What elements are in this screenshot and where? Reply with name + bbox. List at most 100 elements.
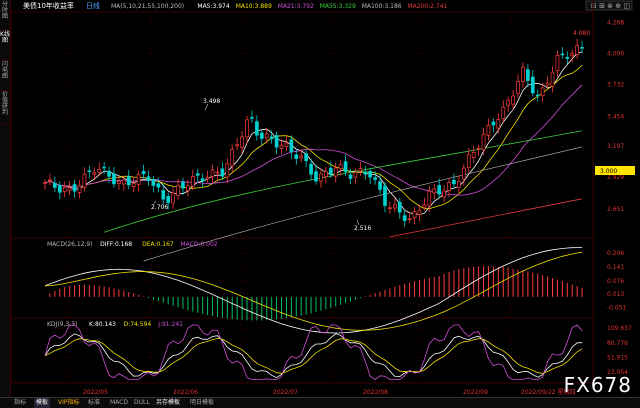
left-sidebar: 分时图 K线图 闪电图 价值研判 bbox=[0, 0, 11, 407]
candle-body bbox=[304, 153, 308, 162]
candle-body bbox=[358, 168, 363, 172]
panel-border-0 bbox=[10, 11, 594, 239]
kdj-legend-item-0: KDJ(9,3,3) bbox=[47, 321, 77, 328]
bottom-toolbar: 指标 模板 VIP指标 标准 MACD DULL 另存模板 明日模板 bbox=[0, 397, 640, 408]
price-tick-2: 3.732 bbox=[607, 81, 624, 88]
price-tick-3: 3.454 bbox=[607, 113, 624, 120]
candle-body bbox=[126, 176, 131, 186]
period-label[interactable]: 日线 bbox=[86, 1, 100, 10]
candle-body bbox=[417, 209, 422, 216]
chart-area[interactable]: 美债10年收益率 日线 MA(5,10,21,55,100,200) MA5:3.… bbox=[10, 0, 640, 397]
kdj-legend-item-1: K:80.143 bbox=[89, 321, 116, 328]
kdj-legend-item-2: D:74.594 bbox=[124, 321, 152, 328]
ma-legend-item-0: MA(5,10,21,55,100,200) bbox=[111, 3, 184, 10]
candle-body bbox=[274, 135, 279, 148]
candle-body bbox=[526, 69, 530, 81]
candle-body bbox=[378, 181, 382, 190]
bottom-tab-indicator[interactable]: 指标 bbox=[14, 399, 27, 406]
candle-body bbox=[235, 144, 240, 147]
kdj-axis: 109.637 80.776 51.915 23.054 bbox=[607, 325, 632, 376]
candle-body bbox=[422, 204, 427, 208]
ma-legend: MA(5,10,21,55,100,200) MA5:3.974 MA10:3.88… bbox=[111, 3, 448, 10]
last-date-label: 2022/09/22 星期四 bbox=[521, 388, 576, 396]
bottom-tab-template[interactable]: 模板 bbox=[34, 398, 51, 408]
candle-body bbox=[279, 144, 284, 149]
kdj-tick-0: 109.637 bbox=[607, 325, 632, 332]
ma-legend-item-2: MA10:3.889 bbox=[236, 3, 272, 10]
candle-body bbox=[511, 95, 515, 105]
candle-body bbox=[215, 171, 220, 174]
fx678-watermark: FX678 bbox=[564, 373, 632, 397]
candle-body bbox=[314, 171, 318, 182]
macd-tick-3: 0.013 bbox=[607, 291, 624, 298]
candle-body bbox=[363, 171, 368, 175]
ma-line-0 bbox=[44, 51, 583, 216]
candle-body bbox=[555, 54, 560, 71]
candle-body bbox=[550, 71, 555, 87]
candle-body bbox=[77, 185, 82, 193]
macd-line-0 bbox=[44, 247, 583, 334]
ma-legend-item-6: MA200:2.741 bbox=[407, 3, 447, 10]
chart-svg[interactable]: 美债10年收益率 日线 MA(5,10,21,55,100,200) MA5:3.… bbox=[10, 0, 640, 397]
candle-body bbox=[230, 148, 235, 167]
ma-legend-item-1: MA5:3.974 bbox=[197, 3, 229, 10]
ma-legend-item-4: MA55:3.329 bbox=[320, 3, 356, 10]
candle-body bbox=[181, 181, 185, 189]
bottom-tab-macd[interactable]: MACD bbox=[110, 399, 128, 406]
macd-tick-0: 0.206 bbox=[607, 250, 624, 257]
candle-body bbox=[87, 170, 92, 173]
candle-body bbox=[294, 154, 299, 160]
macd-tick-4: -0.051 bbox=[607, 305, 627, 312]
candle-body bbox=[62, 187, 67, 192]
candle-body bbox=[496, 119, 501, 129]
kdj-legend: KDJ(9,3,3) K:80.143 D:74.594 J:91.241 bbox=[47, 321, 183, 328]
candle-body bbox=[319, 173, 323, 182]
candle-body bbox=[220, 168, 225, 177]
low-annotation-2: 2.516 bbox=[354, 225, 371, 232]
candle-body bbox=[521, 66, 525, 82]
top-right-icons: ⊟ ⊞ ⊗ ⊕ ◫ bbox=[585, 0, 633, 11]
candle-body bbox=[348, 174, 353, 179]
candle-body bbox=[195, 173, 200, 176]
sidebar-tab-value[interactable]: 价值研判 bbox=[0, 90, 10, 125]
candle-body bbox=[565, 57, 570, 59]
sidebar-tab-time-chart[interactable]: 分时图 bbox=[0, 0, 10, 31]
macd-axis: 0.206 0.141 0.076 0.013 -0.051 bbox=[607, 250, 627, 312]
candle-body bbox=[186, 185, 190, 191]
kdj-tick-2: 51.915 bbox=[607, 354, 628, 361]
candle-body bbox=[97, 169, 102, 173]
candle-body bbox=[540, 87, 545, 97]
bottom-tab-standard[interactable]: 标准 bbox=[88, 399, 101, 406]
candle-body bbox=[43, 182, 47, 184]
candle-body bbox=[151, 179, 156, 186]
bottom-tab-save-template[interactable]: 另存模板 bbox=[156, 399, 181, 406]
date-tick-4: 2022/09 bbox=[463, 389, 488, 396]
sidebar-tab-flash-chart[interactable]: 闪电图 bbox=[0, 60, 10, 91]
instrument-title: 美债10年收益率 bbox=[23, 1, 74, 10]
candle-body bbox=[82, 173, 87, 188]
bottom-tab-dull[interactable]: DULL bbox=[134, 399, 150, 406]
low-annotation-1: 2.706 bbox=[151, 204, 168, 211]
candle-body bbox=[210, 169, 215, 177]
sidebar-tab-kline[interactable]: K线图 bbox=[0, 30, 10, 61]
candle-body bbox=[57, 185, 62, 193]
candle-body bbox=[156, 183, 161, 188]
candle-body bbox=[392, 204, 397, 209]
moving-average-lines bbox=[44, 51, 583, 262]
bottom-tab-tomorrow-template[interactable]: 明日模板 bbox=[190, 399, 215, 406]
kdj-tick-3: 23.054 bbox=[607, 369, 628, 376]
candle-body bbox=[471, 152, 476, 158]
ma55-line bbox=[104, 130, 583, 233]
candle-body bbox=[461, 167, 466, 180]
candle-body bbox=[535, 94, 540, 97]
bottom-tab-vip[interactable]: VIP指标 bbox=[58, 399, 80, 406]
candle-body bbox=[437, 185, 442, 195]
candle-body bbox=[476, 147, 481, 150]
candle-body bbox=[328, 167, 333, 175]
panel-border-1 bbox=[10, 237, 594, 319]
candle-body bbox=[545, 82, 550, 86]
price-tick-5: 2.929 bbox=[607, 174, 624, 181]
candle-body bbox=[107, 170, 111, 177]
candle-body bbox=[176, 185, 180, 196]
ma-line-2 bbox=[44, 84, 583, 196]
